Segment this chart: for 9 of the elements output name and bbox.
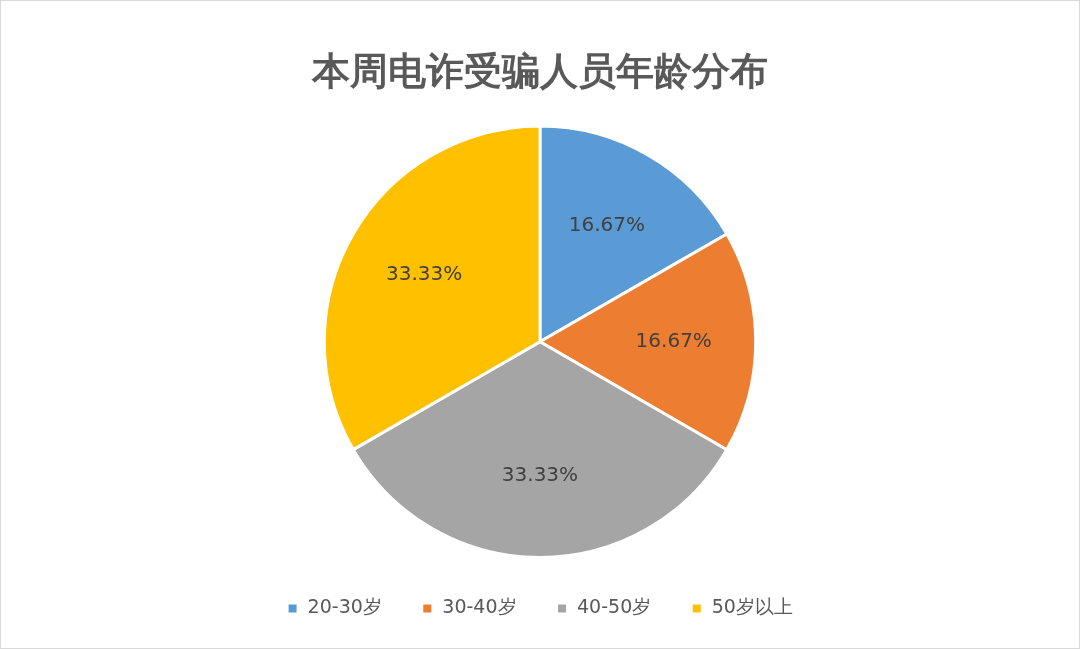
data-label: 33.33% — [501, 461, 579, 486]
legend-label: 30-40岁 — [442, 595, 517, 618]
data-label: 33.33% — [386, 261, 463, 286]
data-label: 16.67% — [568, 212, 646, 237]
legend-label: 20-30岁 — [307, 595, 382, 618]
legend-label: 50岁以上 — [711, 595, 793, 618]
chart-title: 本周电诈受骗人员年龄分布 — [311, 48, 768, 93]
legend-label: 40-50岁 — [577, 595, 652, 618]
data-label: 16.67% — [635, 328, 712, 353]
